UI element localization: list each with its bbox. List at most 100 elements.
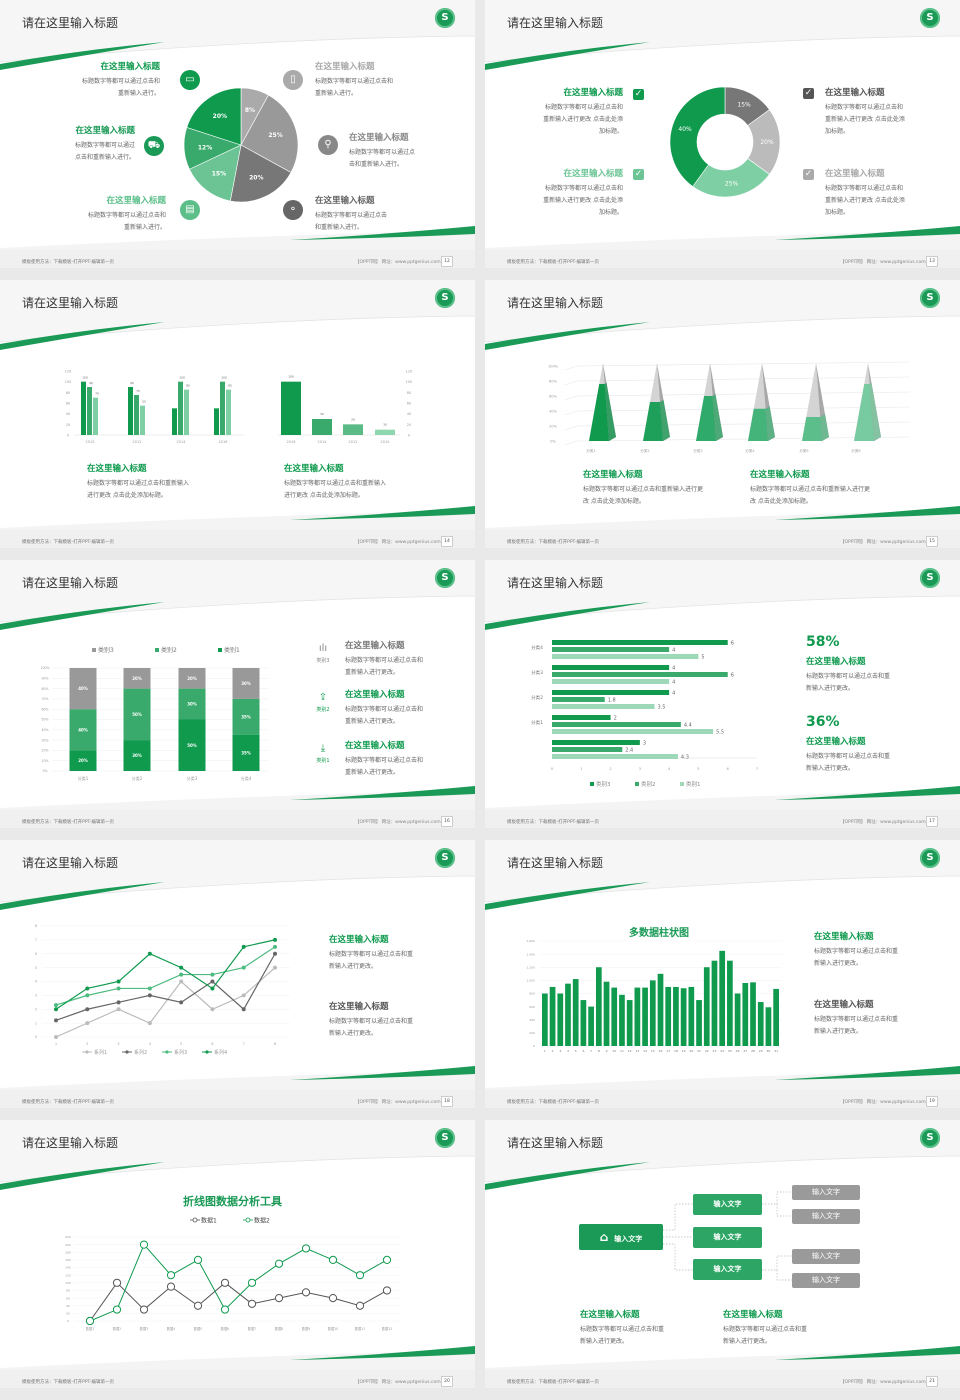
- footer-website: 【OPPT网】 网址：www.pptgenius.com: [355, 1100, 441, 1105]
- block-heading: 在这里输入标题: [806, 657, 866, 667]
- middle-node[interactable]: 输入文字: [693, 1259, 762, 1280]
- binoculars-icon: ⚲: [318, 135, 338, 155]
- data-point: [241, 1007, 246, 1012]
- leaf-node[interactable]: 输入文字: [792, 1185, 860, 1200]
- pyramid-fill: [854, 384, 874, 441]
- x-tick-label: 分类1: [78, 775, 89, 781]
- x-tick-label: 2010: [86, 440, 95, 444]
- x-tick-label: 28: [751, 1049, 755, 1053]
- x-tick-label: 5: [180, 1042, 182, 1046]
- page-number: 19: [926, 1096, 938, 1107]
- bar: [552, 722, 681, 727]
- block-heading: 在这里输入标题: [806, 737, 866, 747]
- data-label: 90: [89, 381, 93, 385]
- tick-label: 90%: [41, 677, 48, 681]
- block-text-line: 重新输入进行更改 点击此处添: [825, 116, 905, 123]
- header-shade: [0, 280, 475, 342]
- slide: 请在这里输入标题 S 模板使用方法：下载模板-打开PPT-编辑第一页 【OPPT网】 …: [485, 0, 960, 268]
- data-point: [116, 1000, 121, 1005]
- bar: [87, 387, 92, 435]
- block-text-line: 重新输入进行更改。: [345, 669, 400, 676]
- x-tick-label: 20: [689, 1049, 693, 1053]
- x-tick-label: 8: [598, 1049, 600, 1053]
- text-block: 在这里输入标题标题数字等都可以通过点击和重新输入进行更改。: [580, 1308, 710, 1348]
- data-label: 3.5: [658, 705, 666, 711]
- x-tick-label: 分类4: [241, 775, 252, 781]
- tick-label: 20: [66, 1312, 70, 1316]
- x-tick-label: 4: [149, 1042, 151, 1046]
- block-heading: 在这里输入标题: [563, 169, 623, 179]
- pyramid-fill-side: [659, 399, 671, 442]
- block-heading: 在这里输入标题: [825, 88, 885, 98]
- tick-label: 80%: [549, 380, 557, 384]
- data-label: 2.4: [625, 748, 633, 754]
- footer-instructions: 模板使用方法：下载模板-打开PPT-编辑第一页: [22, 1100, 115, 1105]
- bar: [665, 986, 672, 1046]
- block-text-line: 标题数字等都可以通过点击和: [315, 78, 394, 85]
- data-point: [85, 1021, 90, 1026]
- block-text-line: 重新输入进行。: [123, 224, 166, 231]
- bar: [557, 993, 564, 1046]
- x-tick-label: 1: [544, 1049, 546, 1053]
- root-node[interactable]: ⌂ 输入文字: [579, 1224, 663, 1250]
- block-text-line: 标题数字等都可以通过点击和重: [806, 753, 891, 760]
- block-heading: 在这里输入标题: [814, 1000, 874, 1010]
- legend-label: 类别1: [224, 646, 240, 654]
- data-point: [54, 1035, 58, 1039]
- tick-label: 50%: [41, 718, 48, 722]
- logo: S: [920, 288, 940, 308]
- slide-title: 请在这里输入标题: [507, 856, 604, 870]
- data-point: [355, 1301, 365, 1310]
- stacked-segment: [232, 698, 260, 735]
- slide-title: 请在这里输入标题: [507, 296, 604, 310]
- block-text-line: 标题数字等都可以通过点击和: [345, 657, 424, 664]
- block-text-line: 新输入进行更改。: [814, 960, 863, 967]
- green-swoosh-bottom: [775, 506, 960, 520]
- footer-website: 【OPPT网】 网址：www.pptgenius.com: [840, 260, 926, 265]
- text-block: 在这里输入标题标题数字等都可以通过点击和重新输入进行更改。: [345, 639, 465, 679]
- block-heading: 在这里输入标题: [315, 62, 375, 72]
- bar: [719, 950, 726, 1046]
- block-text-line: 新输入进行更改。: [806, 765, 855, 772]
- data-label: 90: [130, 381, 134, 385]
- block-text-line: 标题数字等都可以通过点: [349, 149, 416, 156]
- data-point: [166, 1282, 176, 1291]
- stacked-segment: [69, 709, 97, 751]
- gridline: [564, 406, 911, 416]
- tick-label: 0%: [550, 440, 556, 444]
- block-text-line: 新输入进行更改。: [580, 1338, 629, 1345]
- connector: [762, 1191, 792, 1281]
- footer-band: [0, 1370, 475, 1388]
- middle-node[interactable]: 输入文字: [693, 1194, 762, 1215]
- bar: [757, 1002, 764, 1046]
- data-point: [116, 979, 121, 984]
- slice-label: 20%: [249, 175, 263, 182]
- tick-label: 6: [35, 952, 37, 956]
- slide-title: 请在这里输入标题: [22, 16, 119, 30]
- bar: [552, 754, 678, 759]
- block-text-line: 标题数字等都可以通过点击和重: [806, 673, 891, 680]
- page-number: 16: [441, 816, 453, 827]
- pyramid-fill: [748, 408, 768, 441]
- tick-label: 600: [529, 1005, 535, 1009]
- middle-node[interactable]: 输入文字: [693, 1227, 762, 1248]
- x-tick-label: 数据5: [194, 1326, 202, 1331]
- footer-website: 【OPPT网】 网址：www.pptgenius.com: [840, 1380, 926, 1385]
- tick-label: 2: [35, 1007, 37, 1011]
- leaf-node[interactable]: 输入文字: [792, 1249, 860, 1264]
- tick-label: 20: [66, 423, 70, 427]
- block-text-line: 标题数字等都可以通过点击和: [825, 185, 904, 192]
- footer-instructions: 模板使用方法：下载模板-打开PPT-编辑第一页: [507, 1380, 600, 1385]
- data-label: 1.8: [608, 698, 616, 704]
- text-block: 在这里输入标题标题数字等都可以通过点击和重新输入进行更改 点击此处添加标题。: [284, 462, 464, 502]
- leaf-node[interactable]: 输入文字: [792, 1209, 860, 1224]
- tick-label: 3: [35, 994, 37, 998]
- series-line: [55, 939, 276, 1010]
- leaf-node[interactable]: 输入文字: [792, 1273, 860, 1288]
- data-point: [210, 979, 215, 984]
- slice-label: 25%: [725, 180, 739, 187]
- bar: [626, 1000, 633, 1046]
- slide: 请在这里输入标题 S 模板使用方法：下载模板-打开PPT-编辑第一页 【OPPT网】 …: [0, 560, 475, 828]
- tick-label: 200: [65, 1243, 71, 1247]
- data-point: [273, 937, 277, 942]
